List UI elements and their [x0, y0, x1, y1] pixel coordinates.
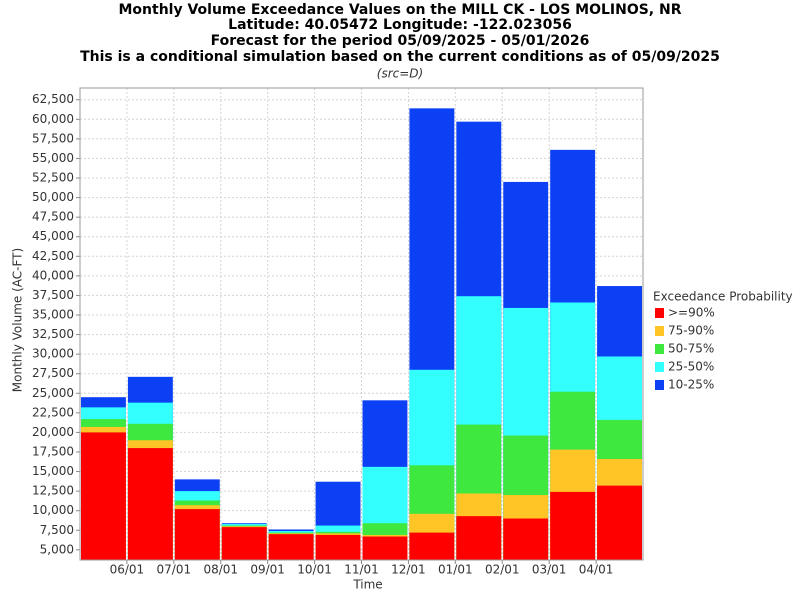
- x-tick-label: 12/01: [391, 563, 426, 577]
- y-tick-label: 25,000: [32, 386, 74, 400]
- y-tick-label: 12,500: [32, 484, 74, 498]
- legend-swatch: [655, 344, 664, 354]
- y-tick-label: 20,000: [32, 425, 74, 439]
- x-tick-label: 09/01: [250, 563, 285, 577]
- x-tick-label: 02/01: [485, 563, 520, 577]
- legend-swatch: [655, 308, 664, 318]
- subtitle: Latitude: 40.05472 Longitude: -122.02305…: [228, 17, 572, 33]
- legend-swatch: [655, 380, 664, 390]
- x-tick-label: 10/01: [297, 563, 332, 577]
- legend-label: 75-90%: [668, 324, 714, 338]
- x-tick-label: 01/01: [438, 563, 473, 577]
- y-axis-label: Monthly Volume (AC-FT): [11, 248, 25, 392]
- y-tick-label: 60,000: [32, 112, 74, 126]
- bar: [127, 448, 173, 560]
- y-tick-label: 17,500: [32, 444, 74, 458]
- legend-label: 10-25%: [668, 378, 714, 392]
- y-tick-label: 40,000: [32, 268, 74, 282]
- bar: [315, 534, 361, 560]
- x-tick-label: 06/01: [110, 563, 145, 577]
- x-tick-label: 04/01: [579, 563, 614, 577]
- y-tick-label: 22,500: [32, 405, 74, 419]
- legend-swatch: [655, 326, 664, 336]
- legend-label: 50-75%: [668, 342, 714, 356]
- bar: [221, 527, 267, 560]
- plot-border: [79, 87, 644, 561]
- legend-swatch: [655, 362, 664, 372]
- bar: [409, 532, 455, 560]
- y-tick-label: 37,500: [32, 288, 74, 302]
- legend-title: Exceedance Probability: [653, 290, 793, 304]
- y-tick-label: 45,000: [32, 229, 74, 243]
- bar: [503, 518, 549, 560]
- legend-label: >=90%: [668, 306, 715, 320]
- source-note: (src=D): [377, 67, 423, 81]
- y-tick-label: 50,000: [32, 190, 74, 204]
- y-tick-label: 7,500: [40, 523, 74, 537]
- bar: [81, 432, 126, 560]
- bar: [550, 491, 596, 560]
- y-tick-label: 27,500: [32, 366, 74, 380]
- subtitle: This is a conditional simulation based o…: [80, 49, 720, 65]
- y-tick-label: 5,000: [40, 542, 74, 556]
- bar: [268, 534, 314, 560]
- x-axis-label: Time: [352, 578, 382, 592]
- y-tick-label: 55,000: [32, 151, 74, 165]
- y-tick-label: 52,500: [32, 171, 74, 185]
- bar: [362, 536, 408, 560]
- y-tick-label: 42,500: [32, 249, 74, 263]
- x-tick-label: 03/01: [532, 563, 567, 577]
- y-tick-label: 30,000: [32, 347, 74, 361]
- x-tick-label: 07/01: [157, 563, 192, 577]
- bar: [456, 516, 502, 560]
- y-tick-label: 57,500: [32, 131, 74, 145]
- y-tick-label: 62,500: [32, 92, 74, 106]
- y-tick-label: 47,500: [32, 210, 74, 224]
- y-tick-label: 35,000: [32, 307, 74, 321]
- legend-label: 25-50%: [668, 360, 714, 374]
- y-tick-label: 15,000: [32, 464, 74, 478]
- bar: [174, 509, 220, 560]
- chart-title: Monthly Volume Exceedance Values on the …: [118, 2, 681, 18]
- x-tick-label: 08/01: [203, 563, 238, 577]
- bar: [597, 485, 642, 560]
- y-tick-label: 10,000: [32, 503, 74, 517]
- subtitle: Forecast for the period 05/09/2025 - 05/…: [211, 33, 590, 49]
- x-tick-label: 11/01: [344, 563, 379, 577]
- y-tick-label: 32,500: [32, 327, 74, 341]
